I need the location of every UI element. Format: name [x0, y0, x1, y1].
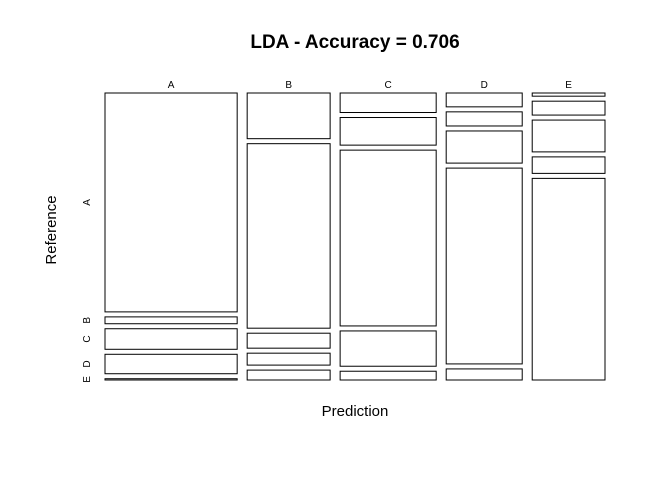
y-tick-e: E	[82, 376, 93, 383]
mosaic-tile-pred-e-ref-c	[531, 119, 606, 153]
mosaic-tile-pred-a-ref-a	[104, 92, 238, 313]
mosaic-tile-pred-c-ref-b	[339, 117, 437, 146]
x-tick-a: A	[168, 80, 175, 91]
mosaic-tile-pred-e-ref-d	[531, 156, 606, 174]
mosaic-tile-pred-a-ref-b	[104, 316, 238, 325]
x-tick-labels: A B C D E	[168, 80, 573, 91]
mosaic-tile-pred-a-ref-e	[104, 378, 238, 381]
mosaic-tile-pred-c-ref-e	[339, 370, 437, 381]
y-tick-a: A	[82, 199, 93, 206]
mosaic-tile-pred-c-ref-c	[339, 149, 437, 327]
mosaic-tile-pred-b-ref-c	[246, 332, 331, 349]
y-axis-label: Reference	[43, 195, 60, 264]
y-tick-labels: A B C D E	[82, 199, 93, 383]
mosaic-tile-pred-c-ref-a	[339, 92, 437, 114]
mosaic-tile-pred-d-ref-d	[445, 167, 523, 365]
x-tick-b: B	[285, 80, 292, 91]
mosaic-tile-pred-e-ref-b	[531, 100, 606, 116]
mosaic-cells	[104, 92, 606, 381]
mosaic-tile-pred-b-ref-b	[246, 143, 331, 329]
y-tick-d: D	[82, 360, 93, 367]
mosaic-tile-pred-a-ref-d	[104, 353, 238, 375]
mosaic-tile-pred-d-ref-b	[445, 111, 523, 127]
mosaic-tile-pred-d-ref-e	[445, 368, 523, 381]
mosaic-tile-pred-d-ref-a	[445, 92, 523, 108]
mosaic-tile-pred-e-ref-e	[531, 177, 606, 381]
y-tick-b: B	[82, 317, 93, 324]
mosaic-tile-pred-c-ref-d	[339, 330, 437, 367]
mosaic-tile-pred-b-ref-a	[246, 92, 331, 140]
x-tick-c: C	[385, 80, 392, 91]
mosaic-tile-pred-e-ref-a	[531, 92, 606, 97]
mosaic-tile-pred-b-ref-e	[246, 369, 331, 381]
mosaic-tile-pred-d-ref-c	[445, 130, 523, 164]
y-tick-c: C	[82, 335, 93, 342]
x-axis-label: Prediction	[322, 403, 389, 420]
x-tick-d: D	[481, 80, 488, 91]
mosaic-tile-pred-a-ref-c	[104, 328, 238, 350]
mosaic-tile-pred-b-ref-d	[246, 352, 331, 366]
chart-title: LDA - Accuracy = 0.706	[250, 32, 459, 53]
x-tick-e: E	[565, 80, 572, 91]
